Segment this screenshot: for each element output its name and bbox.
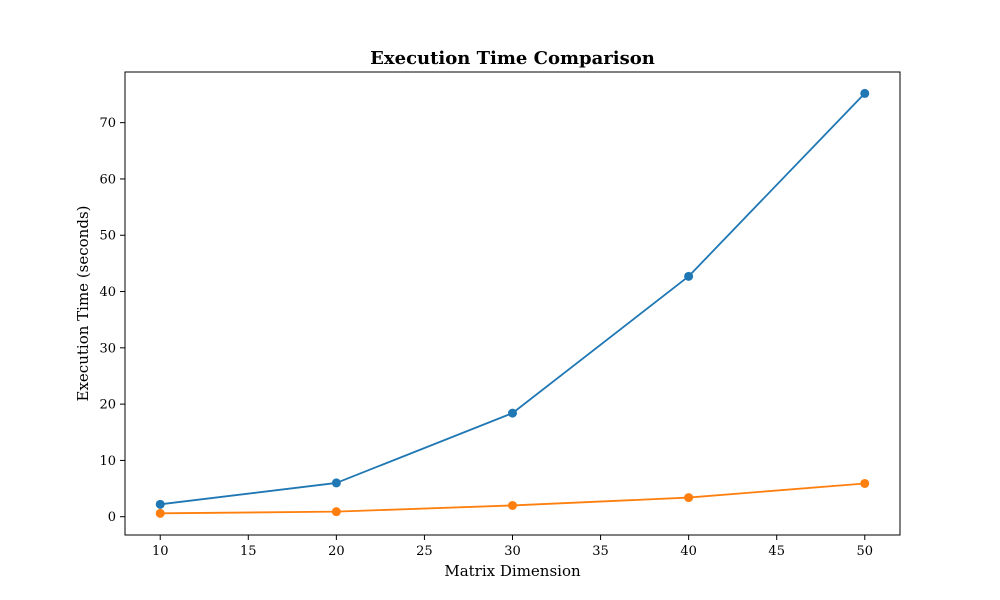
series-1-point <box>331 478 341 488</box>
x-tick-label: 45 <box>768 544 785 559</box>
x-tick-label: 30 <box>504 544 521 559</box>
y-tick-label: 0 <box>108 510 116 525</box>
x-tick-label: 20 <box>328 544 345 559</box>
series-layer <box>155 88 870 518</box>
x-tick-label: 35 <box>592 544 609 559</box>
x-tick-label: 40 <box>680 544 697 559</box>
plot-area-frame <box>124 71 901 536</box>
x-tick-label: 25 <box>416 544 433 559</box>
series-2-point <box>331 507 341 517</box>
y-tick-label: 60 <box>99 172 116 187</box>
series-1-point <box>684 271 694 281</box>
y-tick-label: 30 <box>99 341 116 356</box>
y-tick-label: 50 <box>99 229 116 244</box>
y-tick-label: 70 <box>99 116 116 131</box>
series-1-point <box>860 88 870 98</box>
series-2 <box>155 478 870 518</box>
y-axis: 0 10 20 30 40 50 60 70 <box>99 116 125 525</box>
series-2-point <box>860 478 870 488</box>
series-1-point <box>508 408 517 418</box>
x-axis-label: Matrix Dimension <box>444 562 581 580</box>
series-2-point <box>508 500 517 510</box>
x-tick-label: 50 <box>856 544 873 559</box>
series-2-point <box>684 493 694 503</box>
x-tick-label: 10 <box>152 544 169 559</box>
chart-title: Execution Time Comparison <box>370 48 655 69</box>
y-tick-label: 10 <box>99 454 116 469</box>
series-1 <box>155 88 870 509</box>
series-1-point <box>155 499 165 509</box>
y-tick-label: 40 <box>99 285 116 300</box>
series-1-line <box>159 92 866 506</box>
x-tick-label: 15 <box>240 544 257 559</box>
y-tick-label: 20 <box>99 398 116 413</box>
y-axis-label: Execution Time (seconds) <box>74 206 92 402</box>
series-2-point <box>155 508 165 518</box>
x-axis: 10 15 20 25 30 35 40 45 50 <box>152 535 873 559</box>
